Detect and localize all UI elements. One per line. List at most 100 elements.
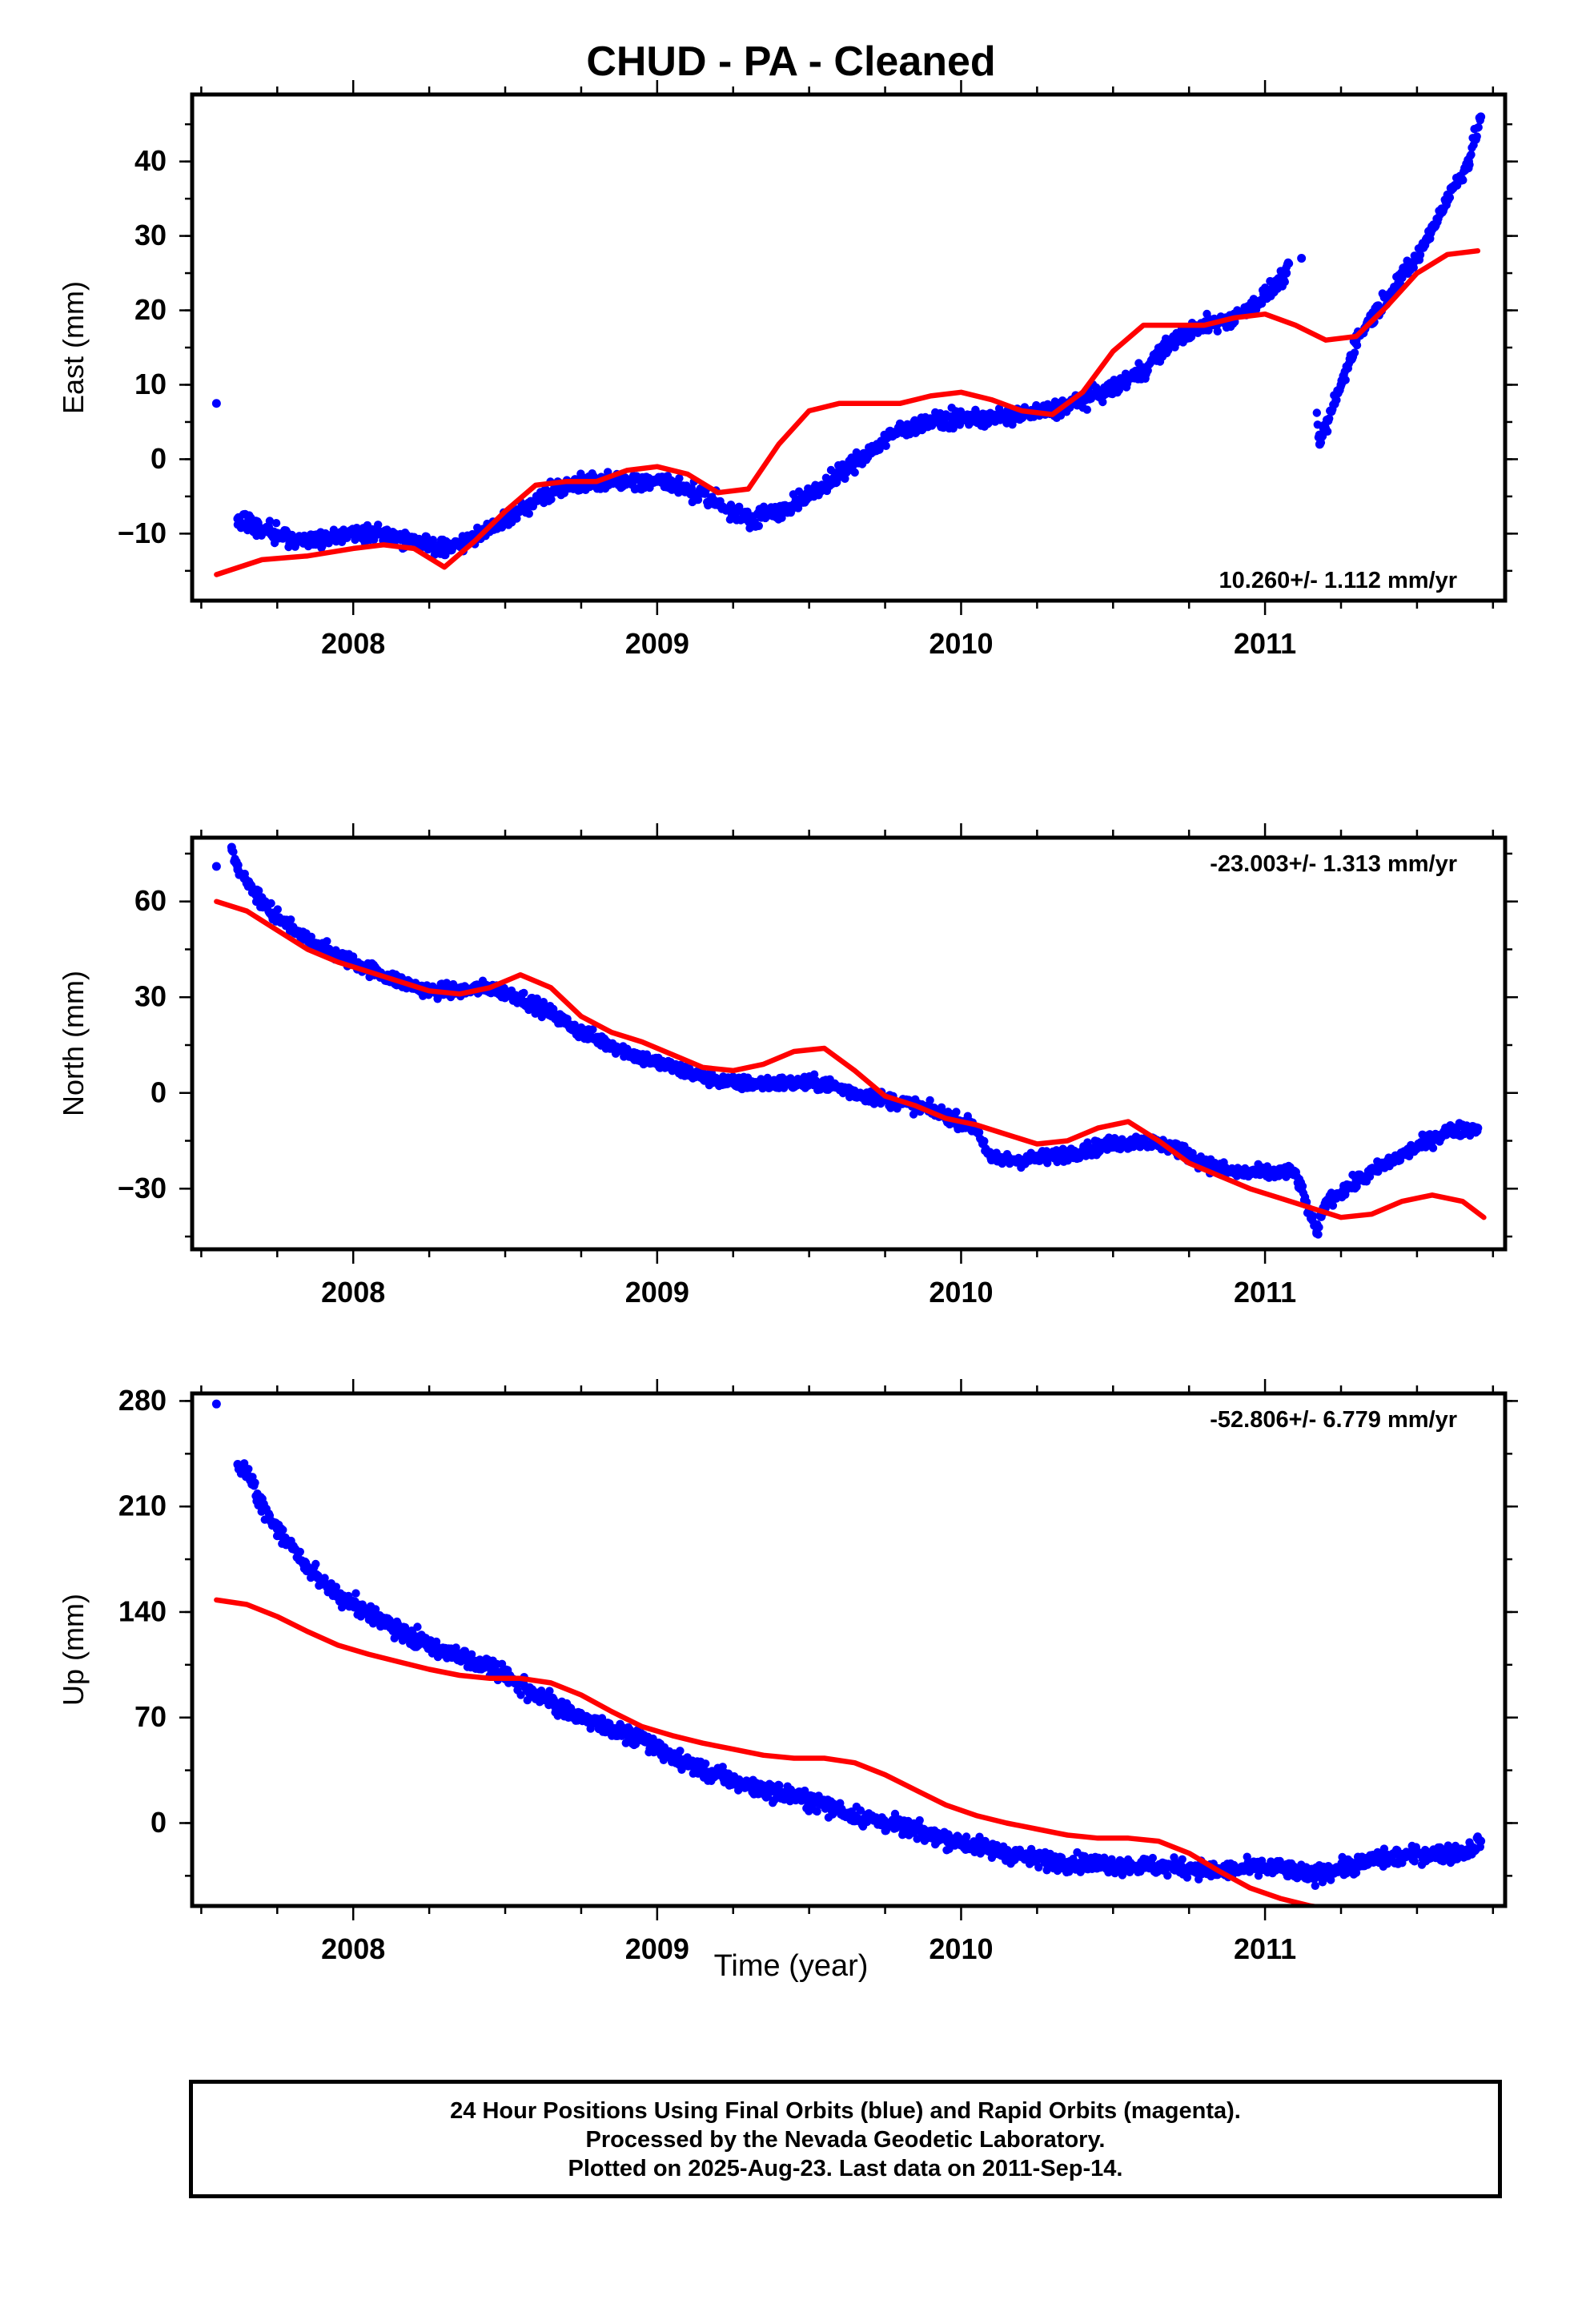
up-point bbox=[351, 1589, 360, 1598]
east-ytick-label: 40 bbox=[135, 144, 167, 177]
north-point bbox=[980, 1136, 989, 1146]
north-point bbox=[1230, 1168, 1239, 1177]
east-point bbox=[1082, 405, 1092, 414]
up-point bbox=[1327, 1876, 1335, 1884]
east-y-axis-title: East (mm) bbox=[57, 281, 90, 414]
north-point bbox=[323, 937, 331, 946]
east-rate-label: 10.260+/- 1.112 mm/yr bbox=[1219, 568, 1457, 593]
north-ytick-label: −30 bbox=[118, 1172, 167, 1204]
up-point bbox=[318, 1577, 327, 1586]
up-point bbox=[801, 1786, 809, 1795]
east-point bbox=[265, 517, 275, 525]
up-point bbox=[1154, 1862, 1163, 1872]
east-point bbox=[956, 413, 966, 423]
north-point bbox=[1382, 1158, 1391, 1168]
up-point bbox=[211, 1399, 221, 1409]
up-point bbox=[1184, 1864, 1194, 1873]
east-xtick-label: 2010 bbox=[929, 627, 993, 660]
up-ytick-label: 0 bbox=[151, 1806, 167, 1839]
north-point bbox=[227, 842, 236, 852]
up-point bbox=[485, 1663, 495, 1673]
north-point bbox=[1312, 1228, 1322, 1238]
up-point bbox=[1311, 1881, 1320, 1890]
up-point bbox=[1148, 1853, 1158, 1863]
up-point bbox=[1458, 1848, 1468, 1858]
north-point bbox=[1298, 1182, 1307, 1191]
east-point bbox=[379, 529, 388, 538]
up-point bbox=[242, 1469, 251, 1478]
east-point bbox=[233, 514, 243, 524]
up-xtick-label: 2009 bbox=[625, 1932, 689, 1965]
up-point bbox=[1275, 1864, 1285, 1873]
north-point bbox=[1309, 1212, 1318, 1220]
north-point bbox=[607, 1040, 616, 1050]
up-ytick-label: 280 bbox=[118, 1384, 167, 1417]
east-point bbox=[774, 506, 784, 516]
east-point bbox=[1350, 348, 1359, 357]
east-xtick-label: 2008 bbox=[321, 627, 385, 660]
up-point bbox=[637, 1735, 647, 1745]
east-ytick-label: 30 bbox=[135, 219, 167, 251]
east-point bbox=[777, 513, 786, 522]
up-point bbox=[820, 1800, 829, 1810]
north-point bbox=[759, 1079, 769, 1088]
north-point bbox=[789, 1079, 799, 1088]
east-point bbox=[850, 468, 859, 477]
north-point bbox=[698, 1072, 708, 1082]
north-point bbox=[333, 951, 343, 960]
north-xtick-label: 2008 bbox=[321, 1276, 385, 1309]
east-point bbox=[1213, 327, 1223, 336]
north-point bbox=[516, 992, 525, 1002]
up-point bbox=[287, 1544, 297, 1554]
up-point bbox=[1123, 1860, 1133, 1870]
east-point bbox=[374, 521, 383, 529]
east-point bbox=[881, 441, 890, 450]
east-point bbox=[1108, 384, 1118, 393]
up-point bbox=[881, 1818, 890, 1827]
east-point bbox=[986, 413, 996, 423]
east-point bbox=[744, 514, 753, 524]
up-point bbox=[1163, 1871, 1172, 1880]
footer-line-3: Plotted on 2025-Aug-23. Last data on 201… bbox=[568, 2156, 1123, 2181]
up-point bbox=[856, 1806, 865, 1815]
up-point bbox=[311, 1559, 320, 1569]
north-point bbox=[1321, 1196, 1331, 1206]
north-point bbox=[273, 905, 282, 914]
up-ytick-label: 70 bbox=[135, 1700, 167, 1733]
north-point bbox=[1108, 1140, 1118, 1149]
north-point bbox=[952, 1108, 961, 1116]
east-point bbox=[1297, 253, 1307, 263]
up-point bbox=[1351, 1868, 1361, 1877]
up-xtick-label: 2010 bbox=[929, 1932, 993, 1965]
east-point bbox=[1323, 427, 1332, 436]
east-point bbox=[287, 537, 297, 546]
up-point bbox=[1410, 1857, 1419, 1866]
east-point bbox=[754, 521, 763, 530]
up-point bbox=[729, 1776, 738, 1786]
footer-box: 24 Hour Positions Using Final Orbits (bl… bbox=[189, 2080, 1502, 2198]
north-point bbox=[1473, 1124, 1483, 1133]
east-point bbox=[1459, 175, 1468, 185]
east-point bbox=[865, 447, 875, 456]
up-point bbox=[333, 1589, 343, 1598]
north-point bbox=[1351, 1177, 1361, 1187]
east-point bbox=[1260, 291, 1270, 300]
east-fit-line bbox=[214, 247, 1481, 577]
north-xtick-label: 2011 bbox=[1234, 1276, 1296, 1309]
north-point bbox=[1260, 1168, 1270, 1177]
up-point bbox=[363, 1607, 373, 1617]
north-point bbox=[1047, 1152, 1057, 1161]
east-point bbox=[1474, 123, 1483, 132]
east-point bbox=[211, 399, 221, 408]
north-fit-line bbox=[214, 899, 1487, 1220]
up-point bbox=[1397, 1852, 1407, 1861]
east-point bbox=[713, 499, 723, 509]
east-point bbox=[683, 485, 693, 494]
east-ytick-label: 20 bbox=[135, 293, 167, 326]
east-point bbox=[1336, 380, 1346, 389]
up-point bbox=[676, 1747, 685, 1755]
east-point bbox=[1282, 268, 1291, 278]
up-point bbox=[1093, 1859, 1102, 1868]
